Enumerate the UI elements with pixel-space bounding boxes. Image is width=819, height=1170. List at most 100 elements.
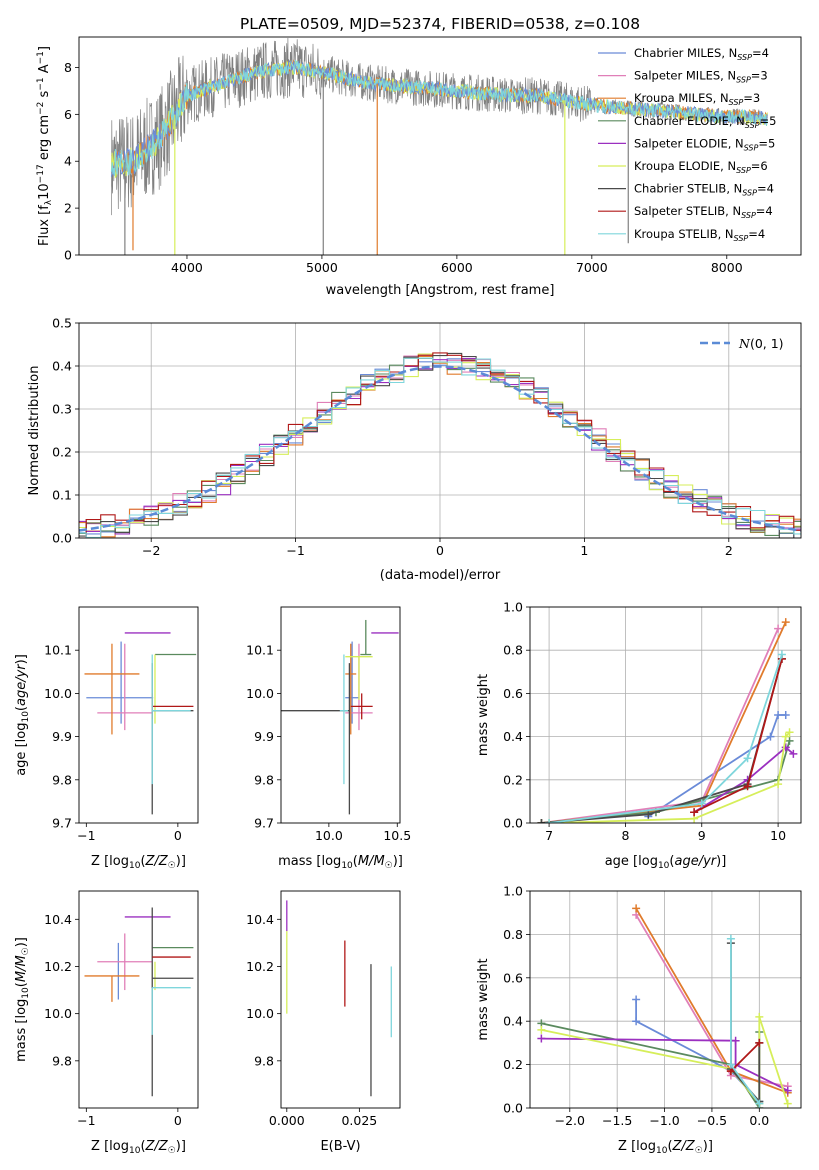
errorbar-salpeter_miles: [97, 643, 153, 731]
errorbar-chabrier_stelib: [281, 663, 351, 815]
y-tick-label: 10.0: [246, 686, 274, 701]
mw_vs_Z-panel: −2.0 −1.5 −1.0 −0.5 0.0 0.0 0.2 0.4 0.6 0.8 1.0 mas…: [476, 884, 802, 1156]
x-tick-label: 0.000: [269, 1113, 305, 1128]
y-tick-label: 10.0: [246, 1006, 274, 1021]
y-tick-label: 9.9: [52, 729, 72, 744]
x-tick-label: 6000: [441, 260, 473, 275]
errorbar-kroupa_stelib: [151, 654, 191, 785]
y-tick-label: 0.6: [503, 686, 523, 701]
plus-marker: [726, 1060, 735, 1069]
plus-marker: [785, 736, 794, 745]
x-tick-label: 8000: [711, 260, 743, 275]
figure-title: PLATE=0509, MJD=52374, FIBERID=0538, z=0…: [240, 15, 640, 33]
axes-frame: [529, 890, 802, 1109]
x-tick-label: 0: [174, 828, 182, 843]
mass_vs_Z-xlabel: Z [log10(Z/Z☉)]: [91, 1139, 186, 1156]
axes-frame: [78, 890, 199, 1109]
x-tick-label: 0: [436, 543, 444, 558]
legend-entry: N(0, 1): [738, 336, 784, 351]
axes-frame: [78, 322, 802, 539]
x-tick-label: −2: [142, 543, 160, 558]
mass_vs_Z-ylabel: mass [log10(M/M☉)]: [14, 937, 31, 1062]
mass-weight-line-chabrier_elodie: [541, 740, 791, 823]
plus-marker: [726, 934, 735, 943]
mw_vs_Z-ylabel: mass weight: [476, 958, 491, 1040]
plus-marker: [755, 1099, 764, 1108]
x-tick-label: −2.0: [555, 1113, 585, 1128]
mass-weight-line-salpeter_stelib: [730, 1042, 760, 1072]
y-tick-label: 10.1: [246, 643, 274, 658]
mass-weight-line-kroupa_miles: [541, 621, 787, 823]
residuals-panel: −2 −1 0 1 2 0.0 0.1 0.2 0.3 0.4 0.5 (data-model)/er…: [27, 316, 802, 583]
mass_vs_ebv-xlabel: E(B-V): [320, 1139, 360, 1154]
x-tick-label: 9: [698, 828, 706, 843]
errorbar-chabrier_miles: [345, 641, 359, 724]
mass_vs_ebv-points: [286, 900, 392, 1097]
residuals-legend: N(0, 1): [700, 336, 784, 351]
y-tick-label: 10.1: [44, 643, 72, 658]
x-tick-label: 4000: [171, 260, 203, 275]
y-tick-label: 0.5: [52, 316, 72, 331]
plus-marker: [537, 1025, 546, 1034]
mw_vs_age-series: [537, 618, 798, 823]
x-tick-label: −1: [77, 1113, 95, 1128]
gaussian-curve: [79, 365, 801, 532]
legend-entry: Salpeter MILES, NSSP=3: [634, 69, 768, 85]
y-tick-label: 10.2: [246, 959, 274, 974]
histogram-series: [79, 352, 801, 538]
y-tick-label: 9.7: [254, 816, 274, 831]
y-tick-label: 10.4: [246, 912, 274, 927]
mass-weight-line-salpeter_miles: [541, 628, 779, 823]
errorbar-chabrier_miles: [86, 641, 154, 724]
x-tick-label: 0: [174, 1113, 182, 1128]
plus-marker: [777, 650, 786, 659]
mw_vs_age-xlabel: age [log10(age/yr)]: [605, 854, 727, 871]
plus-marker: [774, 780, 783, 789]
spectrum-legend: Chabrier MILES, NSSP=4 Salpeter MILES, NS…: [598, 46, 776, 243]
plus-marker: [537, 819, 546, 823]
plus-marker: [755, 1012, 764, 1021]
residuals-ylabel: Normed distribution: [27, 366, 42, 496]
plus-marker: [690, 808, 699, 817]
x-tick-label: 8: [621, 828, 629, 843]
mass_vs_Z-points: [84, 907, 194, 1097]
y-tick-label: 1.0: [503, 884, 523, 899]
y-tick-label: 9.8: [52, 1053, 72, 1068]
y-tick-label: 9.9: [254, 729, 274, 744]
mw_vs_age-panel: 7 8 9 10 0.0 0.2 0.4 0.6 0.8 1.0 mass weight age [l…: [476, 600, 802, 871]
errorbar-kroupa_elodie: [345, 656, 373, 700]
age_vs_Z-points: [84, 632, 197, 815]
x-tick-label: 7: [545, 828, 553, 843]
x-tick-label: −0.5: [697, 1113, 727, 1128]
x-tick-label: 10: [770, 828, 786, 843]
y-tick-label: 0.4: [503, 1014, 523, 1029]
histogram-salpeter_elodie: [79, 357, 801, 535]
histogram-salpeter_stelib: [79, 352, 801, 538]
plus-marker: [731, 1036, 740, 1045]
spectrum-ylabel: Flux [fλ10−17 erg cm−2 s−1 A−1]: [36, 46, 54, 246]
y-tick-label: 0.2: [503, 1057, 523, 1072]
age_vs_mass-panel: 10.0 10.5 9.7 9.8 9.9 10.0 10.1 mass [log10(M/M…: [246, 606, 411, 871]
y-tick-label: 10.0: [44, 1006, 72, 1021]
errorbar-salpeter_miles: [97, 933, 153, 991]
y-tick-label: 10.0: [44, 686, 72, 701]
plus-marker: [545, 819, 554, 823]
spectrum-xlabel: wavelength [Angstrom, rest frame]: [326, 283, 555, 298]
plus-marker: [781, 732, 790, 741]
legend-entry: Kroupa STELIB, NSSP=4: [634, 227, 765, 243]
x-tick-label: −1.5: [602, 1113, 632, 1128]
x-tick-label: 0.025: [341, 1113, 377, 1128]
x-tick-label: 0.0: [749, 1113, 769, 1128]
mass-weight-line-salpeter_elodie: [693, 746, 794, 813]
plus-marker: [774, 711, 783, 719]
y-tick-label: 10.2: [44, 959, 72, 974]
plus-marker: [781, 711, 790, 719]
legend-entry: Kroupa ELODIE, NSSP=6: [634, 159, 768, 175]
age_vs_mass-points: [281, 619, 399, 815]
errorbar-chabrier_stelib: [151, 663, 194, 815]
plus-marker: [783, 1086, 792, 1095]
histogram-kroupa_stelib: [79, 357, 801, 538]
y-tick-label: 9.8: [254, 772, 274, 787]
axes-frame: [529, 606, 802, 824]
y-tick-label: 1.0: [503, 600, 523, 615]
